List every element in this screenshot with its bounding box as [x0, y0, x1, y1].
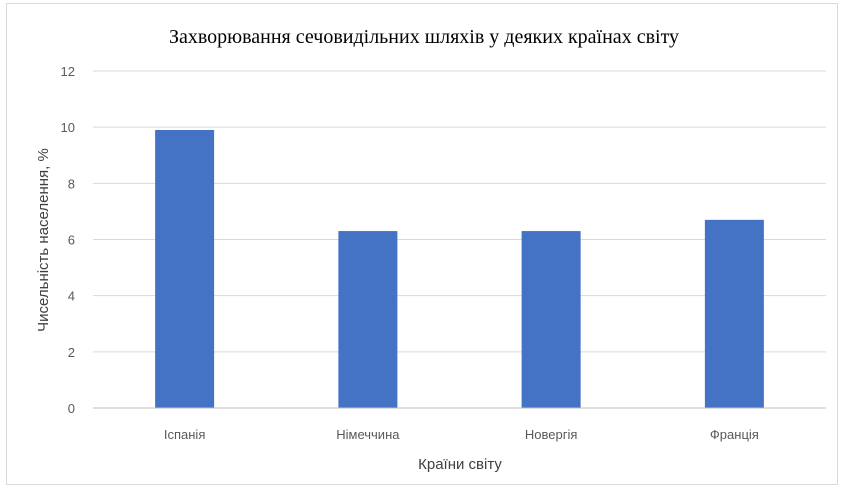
bar-2	[338, 231, 398, 408]
x-tick-label: Іспанія	[164, 427, 206, 442]
y-tick-labels: 0 2 4 6 8 10 12	[61, 64, 75, 416]
x-axis-title: Країни світу	[418, 456, 502, 473]
x-tick-label: Новергія	[525, 427, 578, 442]
chart-frame	[6, 3, 838, 485]
y-tick-label: 12	[61, 64, 75, 79]
chart-title: Захворювання сечовидільних шляхів у деяк…	[169, 26, 679, 48]
y-tick-label: 6	[68, 233, 75, 248]
bar-1	[155, 129, 215, 408]
gridlines	[93, 70, 826, 353]
y-tick-label: 0	[68, 401, 75, 416]
bar-4	[704, 219, 764, 408]
x-tick-label: Франція	[710, 427, 759, 442]
bars	[155, 129, 764, 408]
y-axis-title: Чисельність населення, %	[35, 148, 52, 332]
y-tick-label: 8	[68, 176, 75, 191]
bar-3	[521, 231, 581, 408]
x-tick-labels: Іспанія Німеччина Новергія Франція	[164, 427, 759, 442]
y-tick-label: 2	[68, 345, 75, 360]
x-tick-label: Німеччина	[336, 427, 400, 442]
y-tick-label: 10	[61, 120, 75, 135]
y-tick-label: 4	[68, 289, 75, 304]
